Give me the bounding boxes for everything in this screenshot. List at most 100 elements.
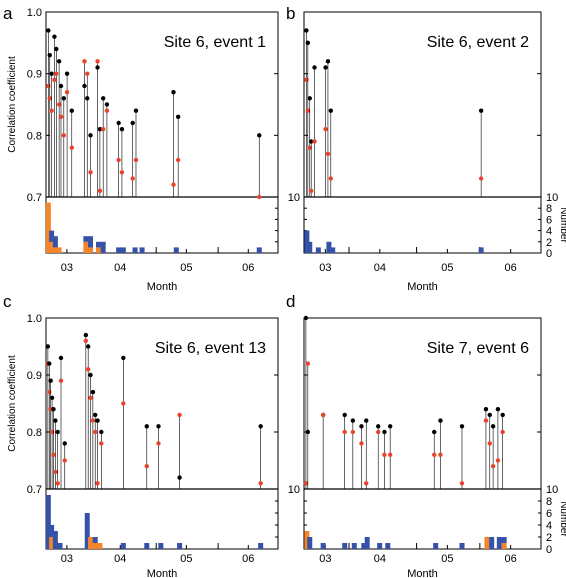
red-point xyxy=(82,59,87,64)
black-point xyxy=(144,424,149,429)
black-point xyxy=(54,46,59,52)
count-tick-label: 2 xyxy=(546,532,552,544)
red-point xyxy=(95,481,100,486)
red-point xyxy=(156,441,161,446)
black-point xyxy=(495,407,501,412)
count-bar-blue xyxy=(84,513,90,549)
x-axis-label: Month xyxy=(407,568,438,578)
count-bar-blue xyxy=(304,230,310,253)
y-tick-label: 1.0 xyxy=(27,313,42,325)
red-point xyxy=(483,418,489,423)
panel-letter: b xyxy=(286,4,295,23)
count-bar-blue xyxy=(139,247,145,253)
red-point xyxy=(387,452,393,457)
black-point xyxy=(438,418,443,423)
count-bar-blue xyxy=(49,230,55,242)
red-point xyxy=(304,77,309,83)
black-point xyxy=(104,102,110,107)
x-tick-label: 03 xyxy=(61,553,73,565)
red-point xyxy=(376,429,381,435)
count-top-label-left: 10 xyxy=(288,484,300,496)
red-point xyxy=(305,108,311,113)
black-point xyxy=(46,28,51,33)
red-point xyxy=(52,77,57,83)
black-point xyxy=(328,108,334,113)
red-point xyxy=(85,367,91,372)
count-bar-blue xyxy=(144,543,150,549)
count-bar-orange xyxy=(56,247,62,253)
count-bar-orange xyxy=(49,537,55,549)
black-point xyxy=(359,424,364,429)
red-point xyxy=(308,188,314,194)
count-bar-blue xyxy=(120,543,126,549)
red-point xyxy=(258,481,263,486)
black-point xyxy=(49,395,55,400)
count-bar-orange xyxy=(304,531,310,549)
black-point xyxy=(156,424,161,429)
red-point xyxy=(119,170,125,175)
red-point xyxy=(49,108,54,113)
panel-title: Site 6, event 1 xyxy=(164,34,266,51)
red-point xyxy=(49,429,55,435)
black-point xyxy=(323,65,328,70)
count-tick-label: 8 xyxy=(546,496,552,508)
y-tick-label: 0.8 xyxy=(27,427,42,439)
count-bar-blue xyxy=(330,247,336,253)
red-point xyxy=(69,145,74,150)
black-point xyxy=(58,83,64,89)
plot-frame xyxy=(303,317,542,550)
panel-letter: a xyxy=(3,4,13,23)
red-point xyxy=(432,452,437,457)
black-point xyxy=(382,429,387,435)
black-point xyxy=(100,96,106,101)
black-point xyxy=(175,114,181,120)
count-bar-orange xyxy=(484,537,490,549)
black-point xyxy=(121,355,126,361)
count-bar-blue xyxy=(95,241,101,248)
count-tick-label: 2 xyxy=(546,237,552,249)
black-point xyxy=(376,424,381,429)
count-bar-orange xyxy=(52,247,58,253)
count-bar-blue xyxy=(478,247,484,253)
count-tick-label: 8 xyxy=(546,203,552,215)
black-point xyxy=(93,412,98,418)
y-axis-label: Correlation coefficient xyxy=(7,355,18,452)
panel-a: a Site 6, event 1 0.7 0.8 0.9 1.0 Correlation … xyxy=(3,4,279,293)
red-point xyxy=(364,481,369,486)
black-point xyxy=(83,332,89,338)
count-bar-blue xyxy=(49,525,55,537)
count-bar-blue xyxy=(315,247,321,253)
red-point xyxy=(325,151,331,157)
count-axis-label: Number xyxy=(558,207,566,243)
red-point xyxy=(257,194,262,200)
red-point xyxy=(305,361,311,366)
x-tick-label: 05 xyxy=(441,553,453,565)
black-point xyxy=(48,378,53,383)
red-point xyxy=(495,458,501,463)
count-tick-label: 0 xyxy=(546,544,552,556)
count-bar-blue xyxy=(307,241,313,253)
count-bar-blue xyxy=(45,495,51,549)
black-point xyxy=(483,407,489,412)
red-point xyxy=(54,71,59,76)
black-point xyxy=(307,96,312,101)
red-point xyxy=(93,429,98,435)
x-tick-label: 04 xyxy=(114,262,126,274)
red-point xyxy=(307,145,312,150)
count-bar-blue xyxy=(256,247,262,253)
black-point xyxy=(95,65,100,70)
red-point xyxy=(56,102,62,107)
x-tick-label: 05 xyxy=(441,262,453,274)
red-point xyxy=(359,441,364,446)
count-bar-orange xyxy=(95,247,101,253)
panel-title: Site 6, event 2 xyxy=(427,34,529,51)
red-point xyxy=(171,182,176,187)
count-bar-blue xyxy=(177,543,183,549)
count-bar-blue xyxy=(459,543,465,549)
panel-letter: d xyxy=(286,292,295,311)
x-tick-label: 06 xyxy=(242,262,254,274)
black-point xyxy=(99,429,104,435)
count-bar-orange xyxy=(45,202,51,253)
red-point xyxy=(312,139,317,144)
